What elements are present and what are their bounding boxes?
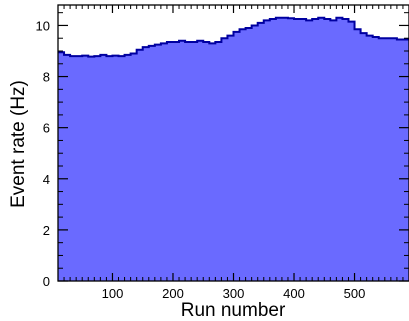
plot-area <box>58 16 409 282</box>
x-tick-label: 400 <box>283 286 305 301</box>
series-line <box>58 16 409 58</box>
series-fill-area <box>58 17 409 282</box>
y-tick-label: 4 <box>43 172 50 187</box>
x-tick-label: 300 <box>223 286 245 301</box>
y-tick-label: 6 <box>43 121 50 136</box>
y-axis-title: Event rate (Hz) <box>8 80 29 208</box>
y-tick-label: 8 <box>43 70 50 85</box>
x-tick-label: 500 <box>344 286 366 301</box>
x-tick-label: 100 <box>102 286 124 301</box>
axes: 100 200 300 400 500 0 2 4 6 8 10 <box>36 4 409 301</box>
x-tick-label: 200 <box>162 286 184 301</box>
y-tick-label: 0 <box>43 274 50 289</box>
y-tick-label: 2 <box>43 223 50 238</box>
x-axis-title: Run number <box>181 300 286 321</box>
y-tick-label: 10 <box>36 18 50 33</box>
